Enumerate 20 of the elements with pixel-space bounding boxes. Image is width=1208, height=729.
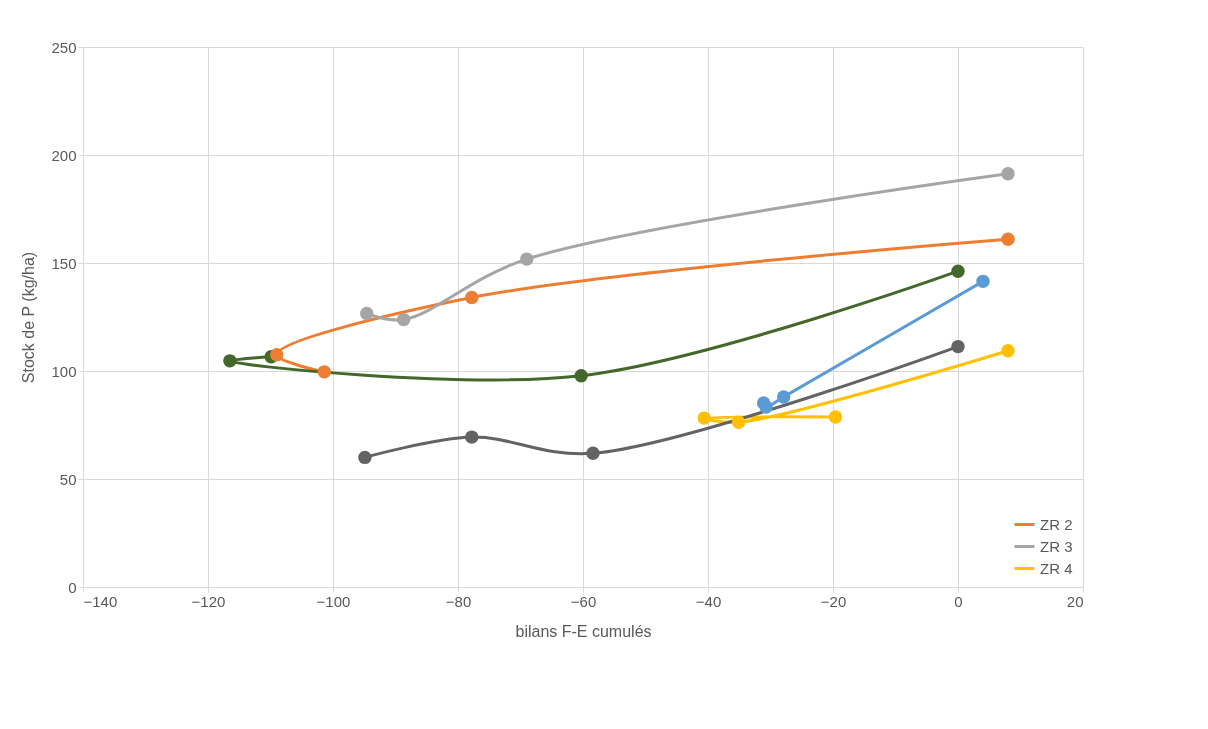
y-tick-label: 150 (51, 254, 77, 272)
y-tick-label: 250 (51, 38, 77, 56)
legend-label: ZR 3 (1040, 537, 1073, 555)
x-tick-label: −40 (695, 592, 722, 610)
x-tick-label: 20 (1066, 592, 1084, 610)
x-tick-label: 0 (954, 592, 963, 610)
x-tick-label: −20 (820, 592, 847, 610)
x-tick-label: −120 (191, 592, 226, 610)
x-tick-label: −140 (83, 592, 118, 610)
legend-label: ZR 2 (1040, 515, 1073, 533)
x-tick-label: −60 (570, 592, 597, 610)
y-tick-label: 100 (51, 362, 77, 380)
y-tick-label: 200 (51, 146, 77, 164)
y-tick-label: 50 (59, 470, 77, 488)
legend-label: ZR 4 (1040, 559, 1073, 577)
y-tick-label: 0 (68, 578, 77, 596)
x-tick-label: −100 (316, 592, 351, 610)
x-axis-title: bilans F-E cumulés (515, 622, 652, 640)
y-axis-title: Stock de P (kg/ha) (20, 251, 38, 384)
x-tick-label: −80 (445, 592, 472, 610)
